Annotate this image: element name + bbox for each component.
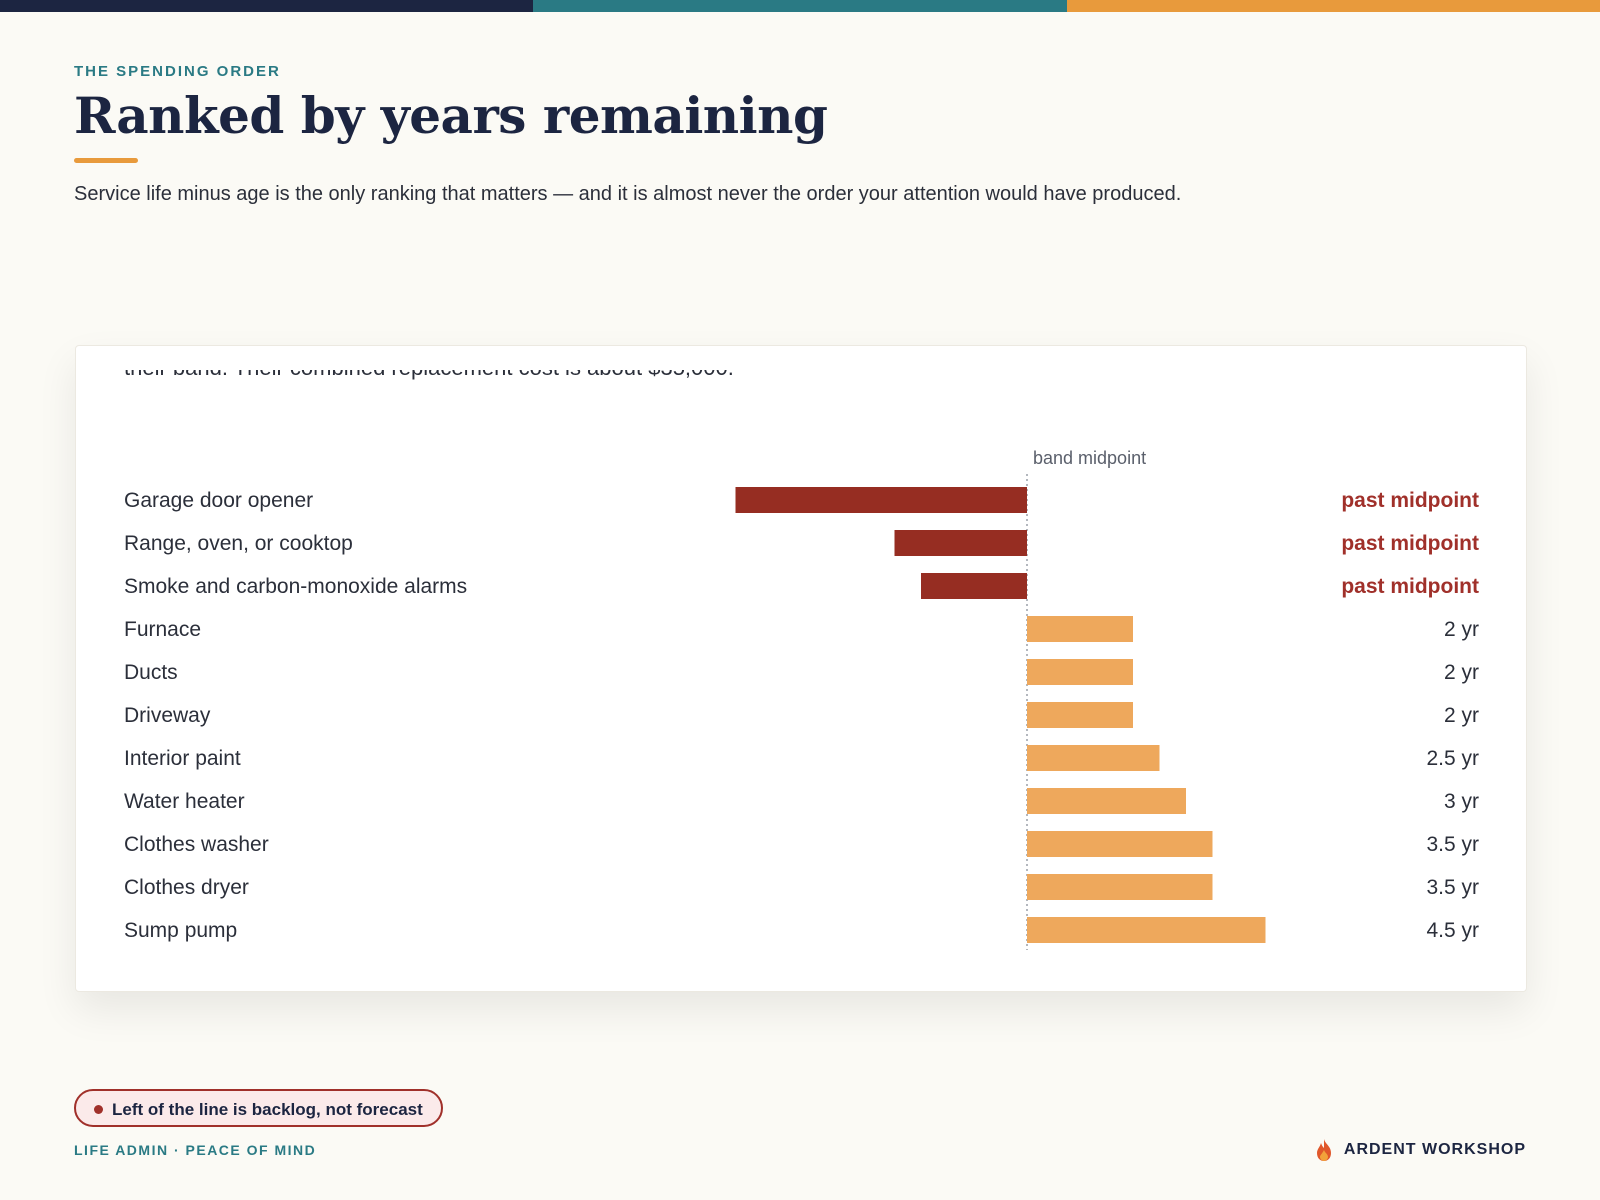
flame-icon — [1316, 1139, 1331, 1161]
top-bar-orange — [1066, 0, 1600, 12]
value-label: past midpoint — [1341, 575, 1479, 598]
category-label: Smoke and carbon-monoxide alarms — [124, 575, 467, 598]
band-midpoint-label: band midpoint — [1033, 448, 1146, 468]
category-label: Ducts — [124, 661, 178, 684]
top-bar-navy — [0, 0, 534, 12]
card-cropped-text-line: their band. Their combined replacement c… — [124, 370, 734, 380]
bar — [1027, 659, 1133, 685]
backlog-legend-pill: Left of the line is backlog, not forecas… — [74, 1089, 443, 1127]
page-subtitle: Service life minus age is the only ranki… — [74, 183, 1182, 205]
category-label: Clothes washer — [124, 833, 269, 856]
category-label: Water heater — [124, 790, 245, 813]
years-remaining-chart: band midpoint Garage door opener past midp… — [124, 448, 1479, 950]
value-label: 3 yr — [1444, 790, 1479, 813]
card-cropped-text: their band. Their combined replacement c… — [124, 370, 1024, 398]
value-label: 4.5 yr — [1426, 919, 1479, 942]
bar — [1027, 917, 1266, 943]
value-label: past midpoint — [1341, 532, 1479, 555]
bar — [1027, 874, 1213, 900]
category-label: Sump pump — [124, 919, 237, 942]
value-label: 2 yr — [1444, 618, 1479, 641]
value-label: 2 yr — [1444, 704, 1479, 727]
bar — [894, 530, 1027, 556]
top-color-bar — [0, 0, 1600, 12]
brand-name: ARDENT WORKSHOP — [1343, 1141, 1526, 1158]
bar — [1027, 788, 1186, 814]
page-title: Ranked by years remaining — [74, 86, 828, 145]
eyebrow-label: THE SPENDING ORDER — [74, 63, 281, 80]
value-label: 2.5 yr — [1426, 747, 1479, 770]
bar — [735, 487, 1027, 513]
title-underline — [74, 158, 138, 163]
chart-card: their band. Their combined replacement c… — [75, 345, 1527, 992]
pill-text: Left of the line is backlog, not forecas… — [112, 1100, 423, 1119]
value-label: 2 yr — [1444, 661, 1479, 684]
category-label: Interior paint — [124, 747, 241, 770]
value-label: 3.5 yr — [1426, 876, 1479, 899]
bar — [1027, 616, 1133, 642]
value-label: 3.5 yr — [1426, 833, 1479, 856]
category-label: Range, oven, or cooktop — [124, 532, 353, 555]
value-label: past midpoint — [1341, 489, 1479, 512]
category-label: Clothes dryer — [124, 876, 249, 899]
footer-brand: ARDENT WORKSHOP — [1314, 1138, 1526, 1162]
bar — [1027, 702, 1133, 728]
category-label: Furnace — [124, 618, 201, 641]
bar — [921, 573, 1027, 599]
category-label: Driveway — [124, 704, 211, 727]
bar — [1027, 831, 1213, 857]
bar — [1027, 745, 1160, 771]
category-label: Garage door opener — [124, 489, 313, 512]
top-bar-teal — [533, 0, 1067, 12]
footer-tagline: LIFE ADMIN · PEACE OF MIND — [74, 1142, 317, 1158]
legend-dot — [94, 1105, 103, 1114]
